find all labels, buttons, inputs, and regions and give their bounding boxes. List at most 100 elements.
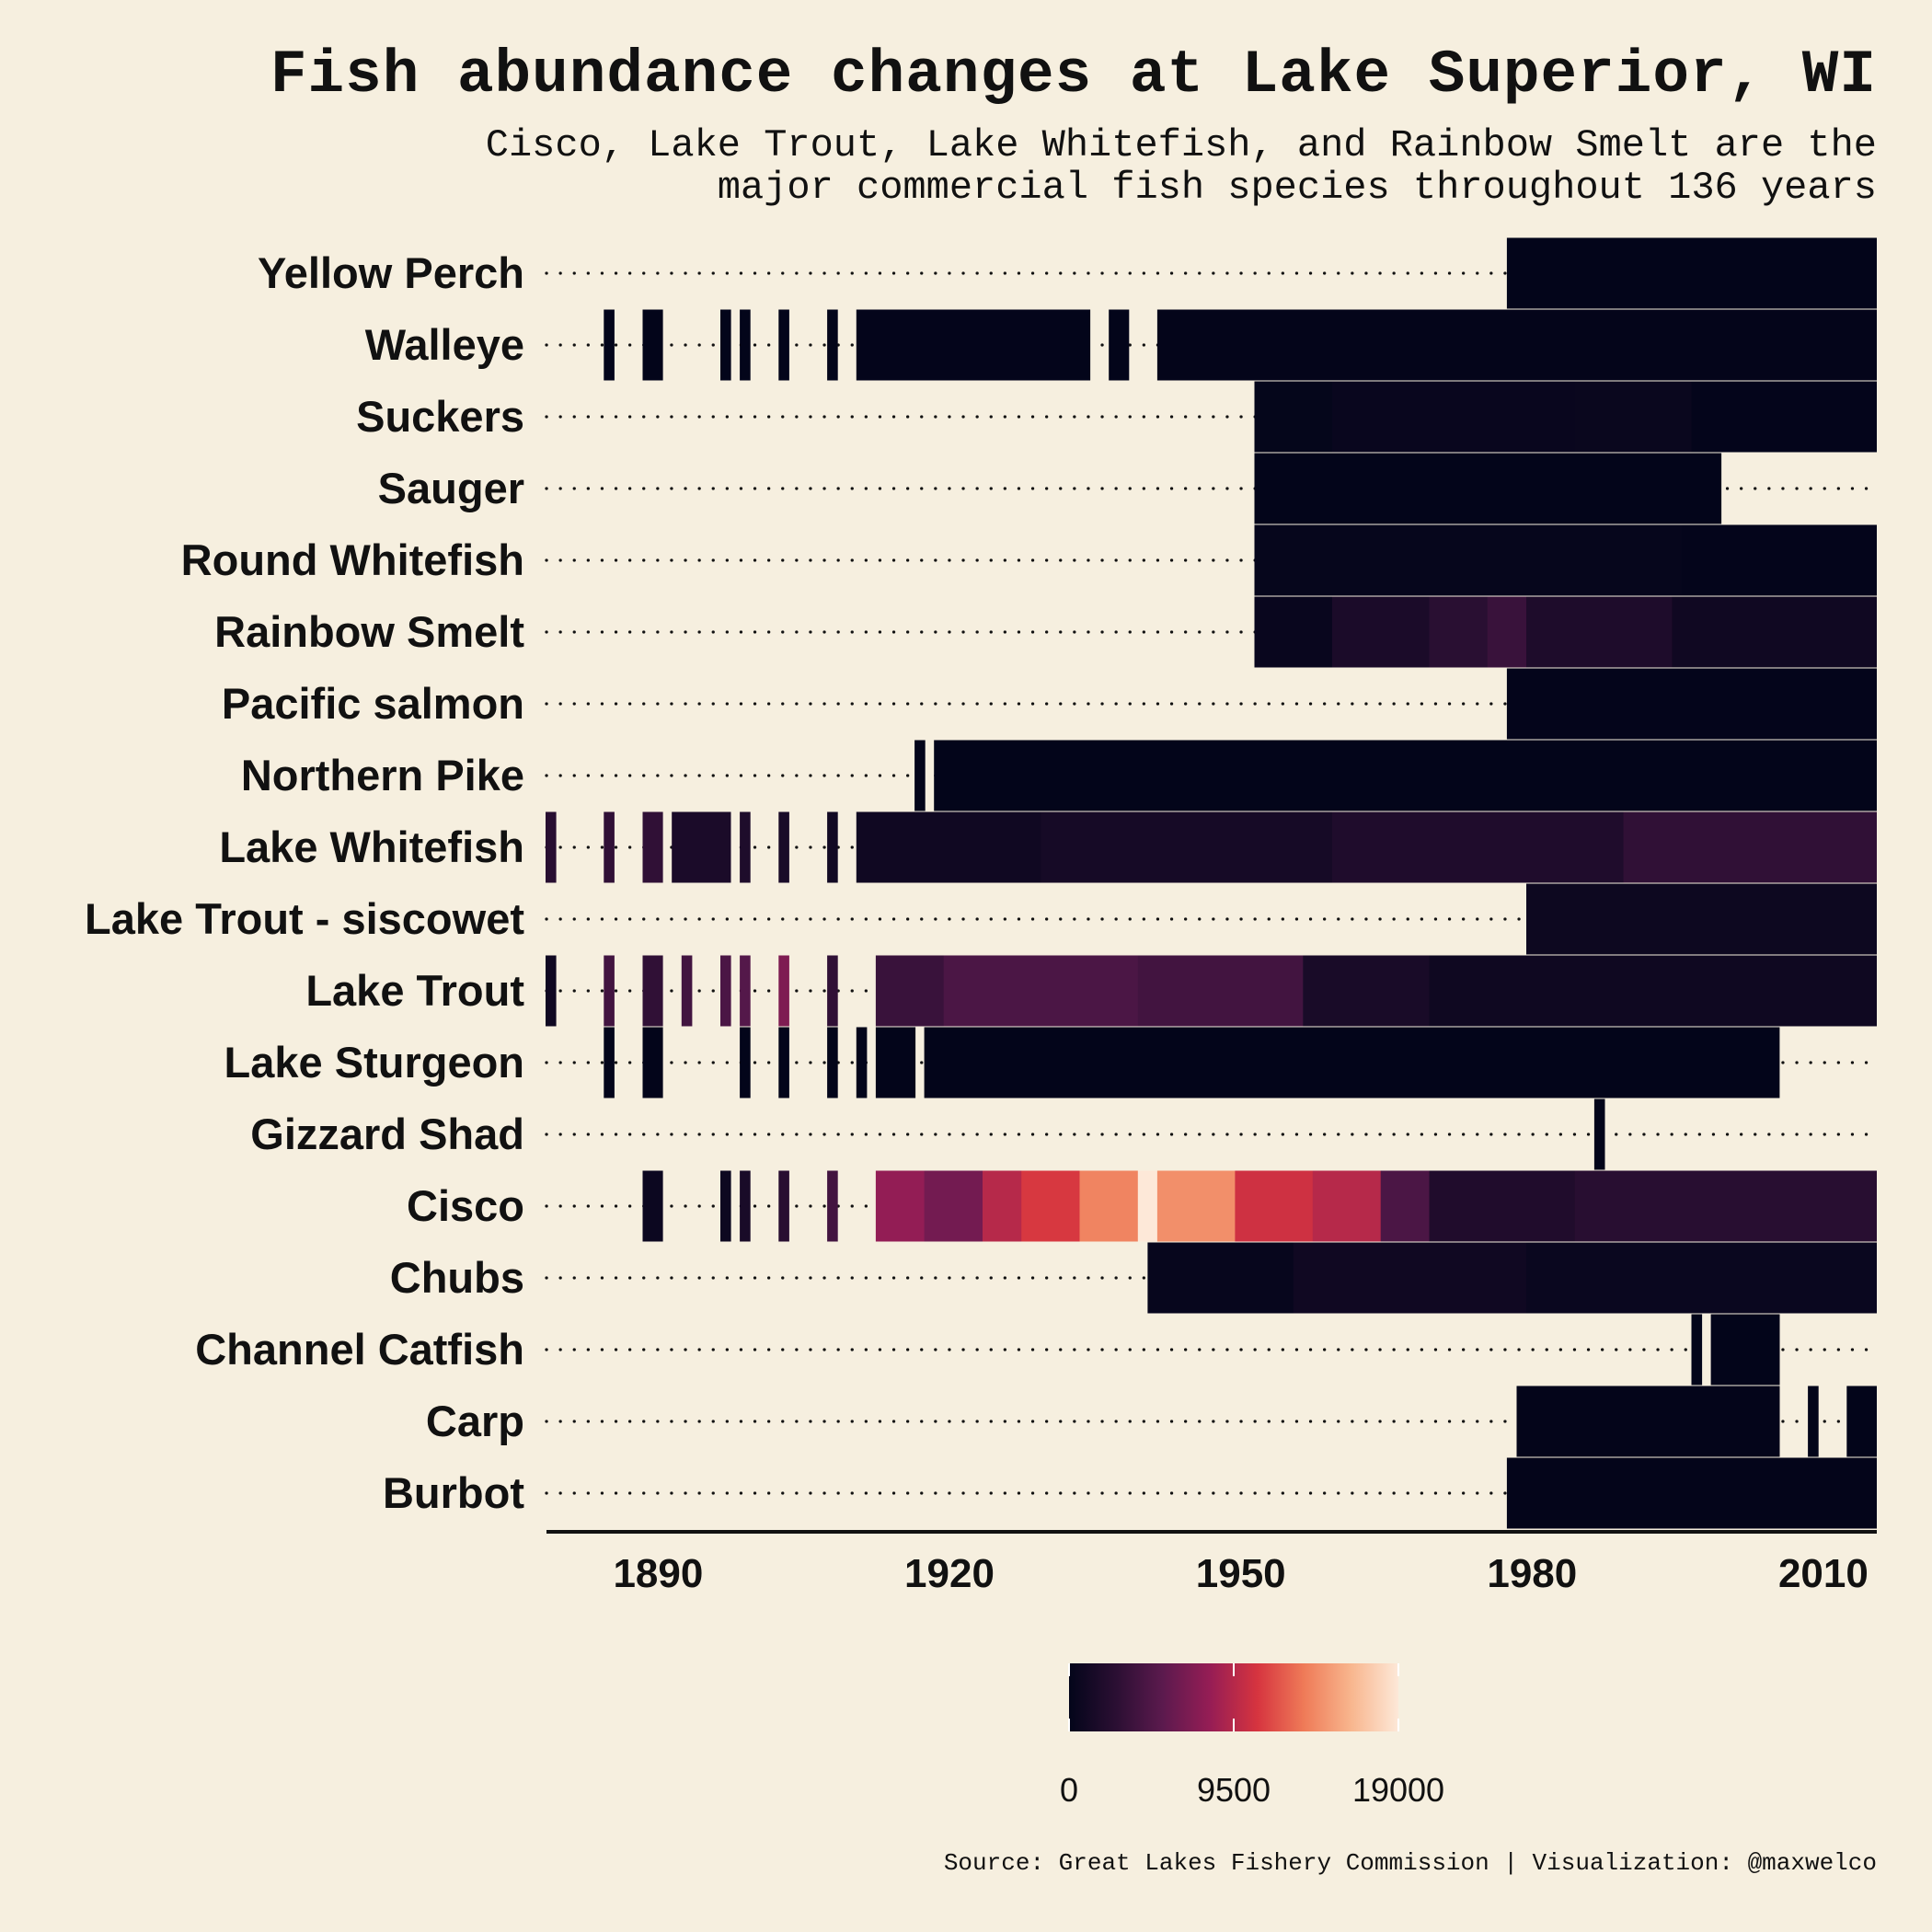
row-yellow-perch: Yellow Perch 1978–2015: 30 Yellow Perch: [258, 237, 1879, 309]
heat-cell: Lake Whitefish 1990–2015: 3000: [1623, 811, 1877, 883]
heat-cell: Chubs 1956–1980: 900: [1293, 1242, 1537, 1314]
row-gizzard-shad: Gizzard Shad 1987: 10 Gizzard Shad: [250, 1098, 1879, 1170]
heat-cell: Lake Whitefish 1899: 1800: [740, 811, 751, 883]
heat-cell: Suckers 1952–1960: 150: [1254, 381, 1343, 453]
heat-cell: Lake Whitefish 1889–1890: 3000: [642, 811, 663, 883]
heat-cell: Rainbow Smelt 1960–1970: 1600: [1331, 596, 1440, 668]
y-label: Chubs: [390, 1253, 524, 1302]
heat-cell: Lake Trout 1970–2015: 800: [1429, 955, 1877, 1027]
y-label: Walleye: [365, 320, 524, 369]
x-axis-ticks: 1890 1920 1950 1980 2010: [613, 1551, 1868, 1596]
legend-tick-label: 9500: [1197, 1771, 1271, 1809]
row-northern-pike: Northern Pike 1917: 10 Northern Pike 1919…: [241, 740, 1879, 811]
row-suckers: Suckers 1952–1960: 150Suckers 1960–1985:…: [356, 381, 1879, 453]
heat-cell: Suckers 1985–1997: 450: [1574, 381, 1702, 453]
color-legend: 0 9500 19000: [1060, 1663, 1444, 1809]
heat-cell: Walleye 1937–1938: 20: [1109, 309, 1130, 381]
y-label: Carp: [426, 1397, 524, 1445]
y-label: Suckers: [356, 392, 524, 441]
heat-cell: Carp 2013–2015: 20: [1846, 1386, 1877, 1457]
heat-cell: Lake Sturgeon 1918–2005: 30: [924, 1027, 1780, 1098]
heat-cell: Lake Sturgeon 1911: 30: [856, 1027, 868, 1098]
y-label: Yellow Perch: [258, 248, 524, 297]
heat-cell: Northern Pike 1917: 10: [914, 740, 926, 811]
y-label: Burbot: [383, 1468, 524, 1517]
x-tick-label: 1950: [1196, 1551, 1286, 1596]
heat-cell: Cisco 1908: 4000: [827, 1170, 838, 1242]
heat-cell: Channel Catfish 1999–2005: 10: [1710, 1314, 1780, 1386]
row-rainbow-smelt: Rainbow Smelt 1952–1960: 400Rainbow Smel…: [214, 596, 1879, 668]
y-label: Northern Pike: [241, 751, 524, 799]
row-carp: Carp 1979–2005: 50 Carp 2009: 20 Carp 2013…: [426, 1386, 1879, 1457]
heat-cell: Cisco 1918–1924: 6500: [924, 1170, 994, 1242]
heat-cell: Chubs 1941–1956: 300: [1147, 1242, 1305, 1314]
heat-cell: Lake Whitefish 1960–1990: 1900: [1331, 811, 1635, 883]
heat-cell: Lake Sturgeon 1913–1916: 30: [875, 1027, 916, 1098]
heat-cell: Lake Trout 1940–1957: 4000: [1137, 955, 1314, 1027]
x-tick-label: 1980: [1487, 1551, 1577, 1596]
heat-cell: Suckers 1960–1985: 380: [1331, 381, 1586, 453]
heat-cell: Yellow Perch 1978–2015: 30: [1506, 237, 1877, 309]
row-lake-whitefish: Lake Whitefish 1879: 2500 Lake Whitefish …: [219, 811, 1879, 883]
heat-cell: Sauger 1952–1999: 30: [1254, 453, 1722, 524]
legend-tick-label: 19000: [1352, 1771, 1444, 1809]
y-label: Lake Sturgeon: [224, 1038, 524, 1087]
heat-cell: Walleye 1911–1931: 60: [856, 309, 1062, 381]
heat-cell: Carp 2009: 20: [1808, 1386, 1819, 1457]
heat-cell: Cisco 1985–2015: 2500: [1574, 1170, 1877, 1242]
heat-cell: Walleye 1942–2015: 40: [1156, 309, 1877, 381]
y-label: Channel Catfish: [195, 1325, 524, 1374]
y-label: Pacific salmon: [222, 679, 524, 728]
heat-cell: Walleye 1885: 5: [604, 309, 615, 381]
heat-cell: Rainbow Smelt 1970–1976: 2600: [1429, 596, 1499, 668]
row-pacific-salmon: Pacific salmon 1978–2015: 60 Pacific salm…: [222, 668, 1879, 740]
heat-cell: Lake Trout - siscowet 1980–2015: 700: [1526, 883, 1877, 955]
heat-cell: Lake Trout 1889–1890: 3000: [642, 955, 663, 1027]
y-label: Lake Whitefish: [219, 822, 524, 871]
heat-cell: Northern Pike 1919–2015: 30: [934, 740, 1878, 811]
legend-tick-label: 0: [1060, 1771, 1078, 1809]
row-lake-trout-siscowet: Lake Trout - siscowet 1980–2015: 700 Lake…: [85, 883, 1879, 955]
heat-cell: Lake Trout 1897: 4500: [720, 955, 731, 1027]
heat-cell: Lake Whitefish 1930–1960: 1300: [1041, 811, 1343, 883]
heat-cell: Cisco 1934–1940: 14000: [1079, 1170, 1149, 1242]
heat-cell: Suckers 1997–2015: 100: [1691, 381, 1877, 453]
heat-cell: Cisco 1899: 1500: [740, 1170, 751, 1242]
heat-cell: Lake Trout 1920–1940: 4500: [943, 955, 1149, 1027]
heat-cell: Lake Trout 1885: 4000: [604, 955, 615, 1027]
row-cisco: Cisco 1889–1890: 600 Cisco 1897: 700 Cisco…: [407, 1170, 1879, 1242]
row-lake-trout: Lake Trout 1879: 900 Lake Trout 1885: 400…: [305, 955, 1879, 1027]
heat-cell: Lake Whitefish 1879: 2500: [546, 811, 557, 883]
heat-cell: Cisco 1942–1950: 14500: [1156, 1170, 1246, 1242]
heat-cell: Walleye 1903: 5: [778, 309, 789, 381]
y-label: Gizzard Shad: [250, 1110, 524, 1158]
heat-cell: Channel Catfish 1997: 10: [1691, 1314, 1703, 1386]
heat-cell: Pacific salmon 1978–2015: 60: [1506, 668, 1877, 740]
heat-cell: Cisco 1928–1934: 11000: [1021, 1170, 1091, 1242]
heat-cell: Lake Whitefish 1892–1897: 1600: [672, 811, 731, 883]
heat-cell: Lake Whitefish 1908: 1000: [827, 811, 838, 883]
chart-subtitle-line-1: Cisco, Lake Trout, Lake Whitefish, and R…: [485, 123, 1877, 167]
heatmap-rows: Yellow Perch 1978–2015: 30 Yellow Perch Wa…: [85, 237, 1879, 1529]
heat-cell: Cisco 1958–1965: 9500: [1312, 1170, 1392, 1242]
row-channel-catfish: Channel Catfish 1997: 10 Channel Catfish …: [195, 1314, 1879, 1386]
row-sauger: Sauger 1952–1999: 30 Sauger: [378, 453, 1879, 524]
heat-cell: Lake Whitefish 1885: 3000: [604, 811, 615, 883]
heat-cell: Gizzard Shad 1987: 10: [1593, 1098, 1605, 1170]
row-round-whitefish: Round Whitefish 1952–1996: 200Round Whit…: [181, 524, 1879, 596]
heat-cell: Lake Trout 1879: 900: [546, 955, 557, 1027]
heat-cell: Cisco 1897: 700: [720, 1170, 731, 1242]
x-tick-label: 1890: [613, 1551, 703, 1596]
y-label: Lake Trout: [305, 966, 524, 1015]
heat-cell: Burbot 1978–2015: 40: [1506, 1457, 1877, 1529]
heat-cell: Lake Trout 1903: 7000: [778, 955, 789, 1027]
y-label: Sauger: [378, 464, 524, 512]
heat-cell: Cisco 1889–1890: 600: [642, 1170, 663, 1242]
heat-cell: Rainbow Smelt 1995–2015: 900: [1672, 596, 1877, 668]
heat-cell: Lake Trout 1957–1970: 1500: [1303, 955, 1441, 1027]
heat-cell: Round Whitefish 1952–1996: 200: [1254, 524, 1693, 596]
row-lake-sturgeon: Lake Sturgeon 1885: 30 Lake Sturgeon 1889…: [224, 1027, 1879, 1098]
heat-cell: Walleye 1889–1890: 8: [642, 309, 663, 381]
heat-cell: Lake Whitefish 1903: 1500: [778, 811, 789, 883]
